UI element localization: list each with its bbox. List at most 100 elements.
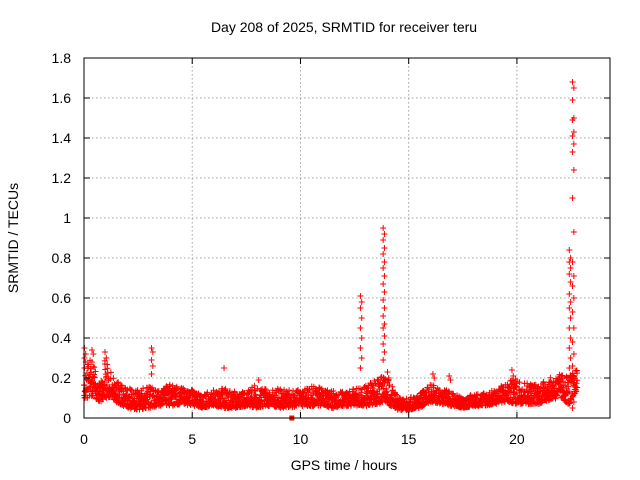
y-tick-label: 1.2 xyxy=(52,170,72,186)
data-point xyxy=(357,293,364,299)
data-point xyxy=(569,405,576,411)
data-point xyxy=(381,321,388,327)
data-point xyxy=(107,375,114,382)
data-point xyxy=(567,355,574,361)
data-point xyxy=(358,335,365,341)
data-point xyxy=(567,265,574,271)
y-tick-label: 1 xyxy=(63,210,71,226)
data-point xyxy=(170,402,177,409)
y-tick-label: 0.2 xyxy=(52,370,72,386)
data-point xyxy=(90,351,97,357)
data-point xyxy=(173,384,180,391)
data-point xyxy=(86,384,93,391)
data-point xyxy=(403,395,410,402)
data-point xyxy=(570,229,577,235)
data-point xyxy=(149,363,156,369)
plot-frame xyxy=(83,57,611,419)
y-tick-label: 1.6 xyxy=(52,90,72,106)
data-point xyxy=(358,315,365,321)
data-point xyxy=(570,85,577,91)
data-point xyxy=(566,345,573,351)
data-point xyxy=(381,259,388,265)
data-point xyxy=(474,395,481,402)
data-point xyxy=(508,367,515,373)
x-tick-labels: 0 5 10 15 20 xyxy=(80,431,525,447)
data-point xyxy=(248,389,255,396)
data-point xyxy=(148,371,155,377)
data-point xyxy=(203,392,210,399)
data-point xyxy=(140,385,147,392)
data-point xyxy=(92,368,99,375)
data-point xyxy=(569,133,576,139)
data-point xyxy=(262,386,269,393)
data-point xyxy=(89,347,96,353)
y-tick-labels: 0 0.2 0.4 0.6 0.8 1 1.2 1.4 1.6 1.8 xyxy=(52,50,72,426)
data-point xyxy=(149,349,156,355)
y-tick-label: 0.6 xyxy=(52,290,72,306)
data-point xyxy=(118,382,125,389)
data-point xyxy=(350,386,357,393)
data-point xyxy=(101,378,108,385)
data-point xyxy=(567,315,574,321)
data-point xyxy=(570,325,577,331)
data-point xyxy=(570,167,577,173)
x-tick-label: 0 xyxy=(80,431,88,447)
data-point xyxy=(88,392,95,399)
data-point xyxy=(127,386,134,393)
data-point xyxy=(226,388,233,395)
data-points xyxy=(81,79,581,421)
data-point xyxy=(381,289,388,295)
data-point xyxy=(569,195,576,201)
x-axis-label: GPS time / hours xyxy=(291,457,398,473)
data-point xyxy=(148,345,155,351)
data-point xyxy=(148,357,155,363)
data-point xyxy=(429,371,436,377)
data-point xyxy=(380,385,387,392)
y-tick-label: 0 xyxy=(63,410,71,426)
data-point xyxy=(425,390,432,397)
y-tick-label: 0.8 xyxy=(52,250,72,266)
data-point xyxy=(358,299,365,305)
data-point xyxy=(134,387,141,394)
x-tick-label: 10 xyxy=(293,431,309,447)
data-point xyxy=(129,387,136,394)
data-point xyxy=(83,370,90,377)
data-point xyxy=(547,374,554,381)
data-point xyxy=(570,141,577,147)
data-point xyxy=(204,389,211,396)
data-point xyxy=(380,237,387,243)
data-point xyxy=(384,369,391,375)
axis-ticks xyxy=(83,57,610,419)
data-point xyxy=(85,361,92,368)
data-point xyxy=(431,375,438,381)
data-point xyxy=(150,392,157,399)
data-point xyxy=(357,365,364,371)
data-point xyxy=(258,398,265,405)
data-point xyxy=(570,295,577,301)
data-point xyxy=(104,369,111,376)
data-point xyxy=(380,325,387,331)
data-point xyxy=(138,390,145,397)
data-point xyxy=(570,129,577,135)
data-point xyxy=(101,349,108,355)
data-point xyxy=(381,273,388,279)
data-point xyxy=(381,333,388,339)
data-point xyxy=(112,387,119,394)
data-point xyxy=(569,79,576,85)
grid-lines xyxy=(84,58,610,418)
chart-title: Day 208 of 2025, SRMTID for receiver ter… xyxy=(211,19,477,35)
y-axis-label: SRMTID / TECUs xyxy=(5,183,21,293)
data-point xyxy=(380,341,387,347)
data-point xyxy=(90,371,97,378)
data-point xyxy=(569,149,576,155)
data-point xyxy=(381,349,388,355)
data-point xyxy=(380,265,387,271)
data-point xyxy=(197,392,204,399)
data-point xyxy=(380,313,387,319)
data-point xyxy=(430,382,437,389)
data-point xyxy=(91,374,98,381)
data-point xyxy=(392,391,399,398)
data-point xyxy=(357,305,364,311)
data-point xyxy=(358,355,365,361)
data-point xyxy=(389,383,396,390)
